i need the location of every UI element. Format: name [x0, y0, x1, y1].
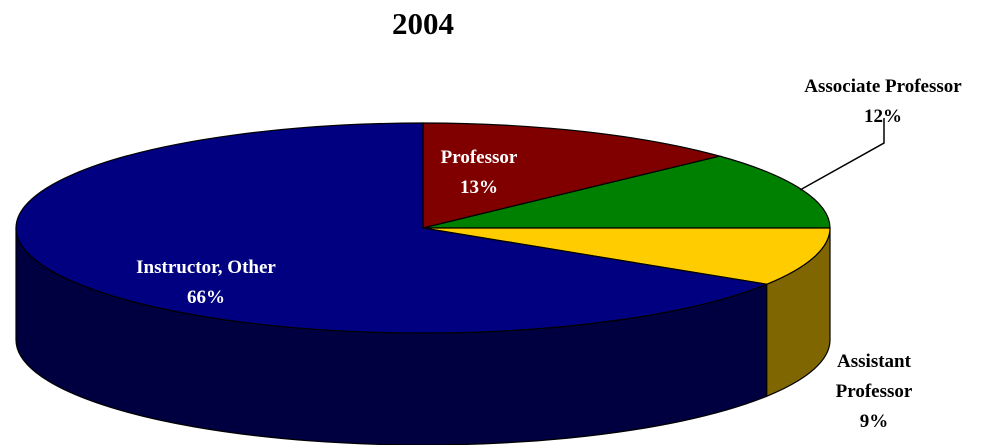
data-label: Assistant Professor 9%: [819, 347, 929, 437]
data-label: Associate Professor 12%: [804, 72, 961, 132]
data-label: Professor 13%: [441, 143, 518, 203]
label-value: 9%: [859, 411, 889, 432]
label-category: Assistant Professor: [835, 351, 913, 402]
data-label: Instructor, Other 66%: [136, 253, 276, 313]
slice: [422, 227, 831, 285]
label-category: Instructor, Other: [136, 257, 276, 278]
slice: [422, 122, 723, 229]
label-value: 66%: [186, 287, 225, 308]
label-category: Associate Professor: [804, 76, 962, 97]
chart-title: 2004: [392, 6, 454, 41]
slice: [15, 122, 769, 334]
label-category: Professor: [440, 147, 518, 168]
label-value: 12%: [863, 106, 902, 127]
leader-line: [799, 118, 885, 191]
label-value: 13%: [460, 177, 498, 198]
